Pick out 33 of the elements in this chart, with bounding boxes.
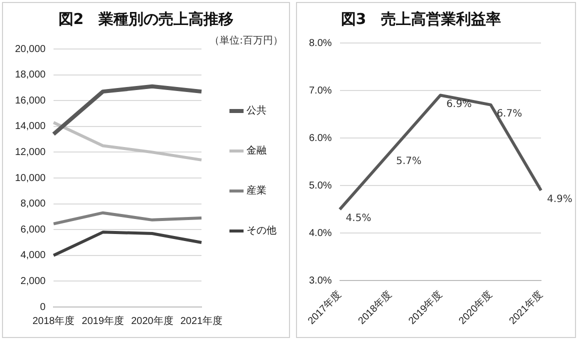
y-tick-label: 4,000: [20, 250, 46, 262]
data-label: 4.9%: [547, 194, 572, 205]
x-tick-label: 2021年度: [180, 314, 223, 327]
x-tick-label: 2019年度: [82, 314, 124, 327]
y-tick-label: 14,000: [14, 121, 46, 132]
y-tick-label: 3.0%: [308, 275, 332, 286]
y-tick-label: 8.0%: [308, 38, 332, 49]
y-tick-label: 20,000: [14, 44, 46, 55]
y-tick-label: 6.0%: [308, 132, 332, 144]
text: （単位:百万円）: [210, 34, 283, 47]
legend-label: その他: [246, 224, 276, 237]
data-label: 6.9%: [446, 98, 472, 110]
data-label: 6.7%: [496, 108, 522, 120]
y-tick-label: 7.0%: [308, 85, 332, 96]
legend-label: 公共: [246, 104, 266, 117]
y-tick-label: 12,000: [14, 146, 46, 158]
y-tick-label: 5.0%: [308, 180, 332, 192]
chart-title: 図3 売上高営業利益率: [340, 10, 502, 28]
y-tick-label: 4.0%: [308, 228, 332, 239]
data-label: 5.7%: [396, 156, 422, 167]
y-tick-label: 8,000: [20, 198, 46, 210]
data-label: 4.5%: [346, 212, 372, 224]
legend-label: 産業: [246, 184, 266, 197]
y-tick-label: 10,000: [14, 172, 46, 184]
y-tick-label: 6,000: [20, 224, 46, 236]
x-tick-label: 2018年度: [32, 314, 75, 327]
chart-title: 図2 業種別の売上高推移: [58, 10, 234, 28]
y-tick-label: 2,000: [20, 276, 46, 287]
y-tick-label: 0: [40, 302, 46, 313]
y-tick-label: 18,000: [14, 70, 46, 81]
legend-label: 金融: [246, 144, 266, 157]
x-tick-label: 2020年度: [131, 314, 174, 327]
y-tick-label: 16,000: [14, 95, 46, 106]
